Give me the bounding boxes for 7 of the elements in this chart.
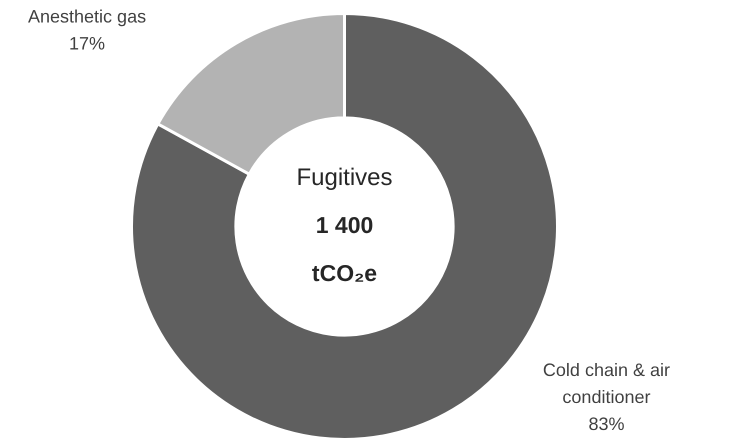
text: tCO₂e [312,260,378,286]
data-label: 17% [69,34,106,54]
text: Fugitives [296,164,393,192]
slice-label: Anesthetic gas [28,6,146,27]
data-label: 83% [588,414,624,434]
slice-label: Cold chain & air conditioner [542,360,670,407]
text: 1 400 [316,212,374,238]
